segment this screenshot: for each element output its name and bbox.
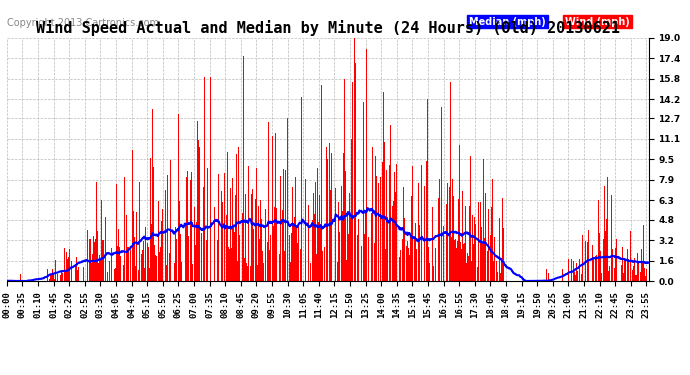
Title: Wind Speed Actual and Median by Minute (24 Hours) (Old) 20130621: Wind Speed Actual and Median by Minute (… <box>36 20 620 36</box>
Text: Copyright 2013 Cartronics.com: Copyright 2013 Cartronics.com <box>7 18 159 28</box>
Text: Median (mph): Median (mph) <box>469 16 546 27</box>
Text: Wind (mph): Wind (mph) <box>565 16 630 27</box>
